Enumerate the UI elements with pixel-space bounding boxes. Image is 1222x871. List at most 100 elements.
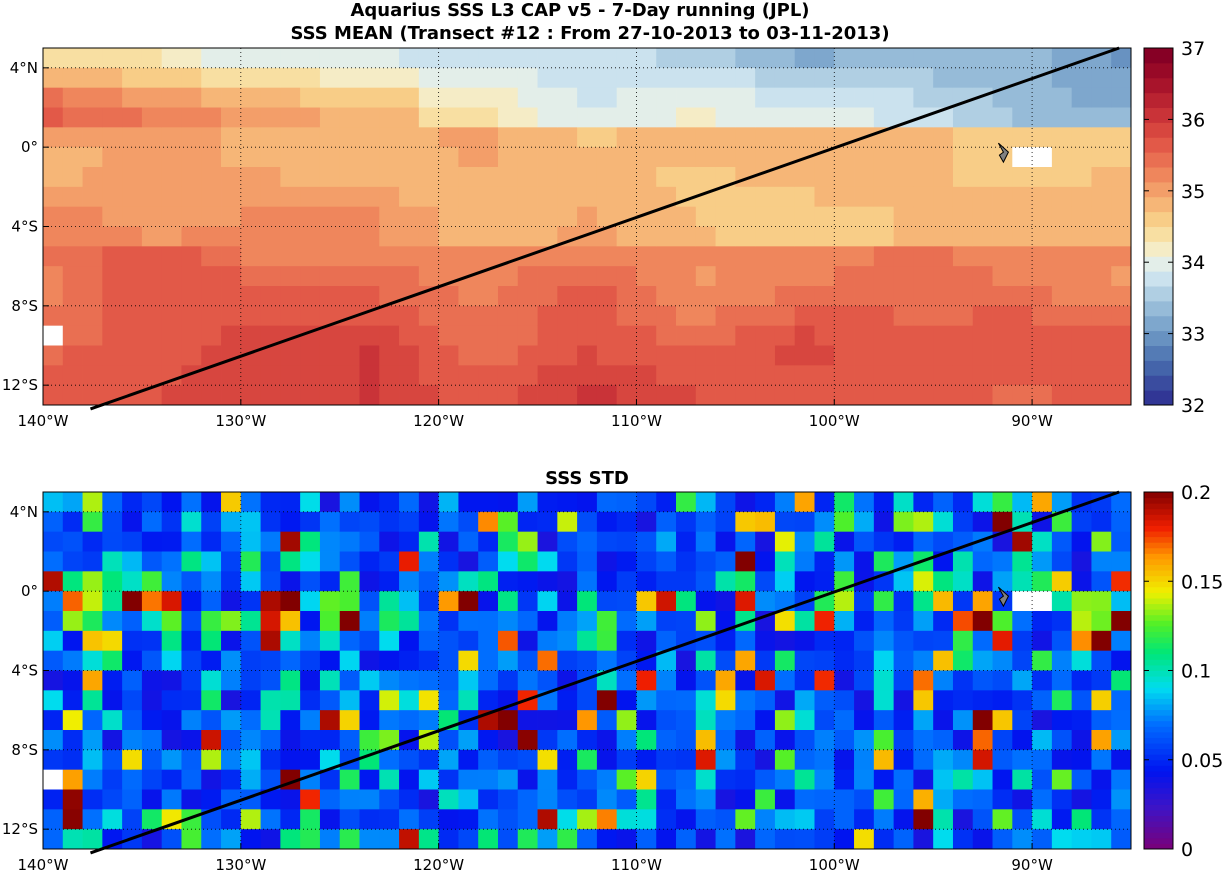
heatmap-cell [1051,492,1073,513]
heatmap-cell [774,690,796,711]
heatmap-cell [102,809,123,830]
heatmap-cell [497,809,519,830]
heatmap-cell [458,286,479,307]
heatmap-cell [755,167,776,188]
heatmap-cell [1071,385,1092,406]
heatmap-cell [438,147,459,168]
heatmap-cell [676,571,697,592]
heatmap-cell [478,571,499,592]
heatmap-cell [596,749,618,771]
heatmap-cell [161,206,182,227]
heatmap-cell [1111,511,1132,533]
heatmap-cell [280,186,301,208]
heatmap-cell [359,511,380,533]
heatmap-cell [1091,531,1112,552]
heatmap-cell [1032,650,1053,671]
heatmap-cell [300,167,321,188]
heatmap-cell [616,492,637,513]
heatmap-cell [557,67,578,89]
heatmap-cell [62,809,83,830]
heatmap-cell [854,690,875,711]
heatmap-cell [952,710,974,731]
heatmap-cell [1091,325,1112,346]
heatmap-cell [1111,571,1132,592]
heatmap-cell [82,226,103,247]
colorbar-segment [1144,48,1173,64]
heatmap-cell [992,492,1013,513]
heatmap-cell [1051,611,1073,632]
heatmap-cell [43,107,64,128]
colorbar-segment [1144,558,1173,566]
heatmap-cell [221,167,242,188]
heatmap-cell [399,305,420,327]
heatmap-cell [478,385,499,406]
heatmap-cell [992,286,1013,307]
heatmap-cell [102,127,123,148]
heatmap-cell [517,286,538,307]
heatmap-cell [676,690,697,711]
heatmap-cell [43,365,64,386]
heatmap-cell [122,345,143,366]
heatmap-cell [1012,769,1033,790]
heatmap-cell [438,345,459,366]
heatmap-cell [893,87,914,108]
heatmap-cell [517,266,538,287]
heatmap-cell [596,107,618,128]
heatmap-cell [122,611,143,632]
heatmap-cell [201,769,222,790]
heatmap-cell [497,167,519,188]
heatmap-cell [577,127,598,148]
heatmap-cell [517,325,538,346]
heatmap-cell [735,730,756,751]
heatmap-cell [517,167,538,188]
heatmap-cell [992,769,1013,790]
heatmap-cell [280,67,301,89]
heatmap-cell [300,571,321,592]
heatmap-cell [438,809,459,830]
heatmap-cell [260,551,281,572]
heatmap-cell [300,286,321,307]
heatmap-cell [161,167,182,188]
heatmap-cell [319,246,341,267]
heatmap-cell [1012,48,1033,69]
heatmap-cell [755,630,776,652]
heatmap-cell [280,107,301,128]
heatmap-cell [873,650,895,671]
heatmap-cell [972,611,993,632]
heatmap-cell [834,345,855,366]
heatmap-cell [913,305,934,327]
heatmap-cell [755,571,776,592]
heatmap-cell [399,611,420,632]
heatmap-cell [359,492,380,513]
heatmap-cell [1032,551,1053,572]
heatmap-cell [834,551,855,572]
heatmap-cell [260,345,281,366]
heatmap-cell [399,690,420,711]
heatmap-cell [379,809,400,830]
heatmap-cell [814,730,835,751]
heatmap-cell [359,385,380,406]
heatmap-cell [418,829,440,850]
heatmap-cell [379,749,400,771]
heatmap-cell [240,769,261,790]
heatmap-cell [794,650,815,671]
heatmap-cell [319,749,341,771]
heatmap-cell [557,167,578,188]
colorbar-segment [1144,832,1173,839]
heatmap-cell [280,690,301,711]
heatmap-cell [834,690,855,711]
heatmap-cell [537,365,558,386]
heatmap-cell [834,710,855,731]
heatmap-cell [577,829,598,850]
heatmap-cell [339,690,360,711]
heatmap-cell [676,266,697,287]
heatmap-cell [735,147,756,168]
heatmap-cell [82,385,103,406]
heatmap-cell [418,670,440,691]
heatmap-cell [280,789,301,810]
heatmap-cell [122,492,143,513]
heatmap-cell [497,789,519,810]
heatmap-cell [161,67,182,89]
heatmap-cell [240,365,261,386]
heatmap-cell [774,385,796,406]
